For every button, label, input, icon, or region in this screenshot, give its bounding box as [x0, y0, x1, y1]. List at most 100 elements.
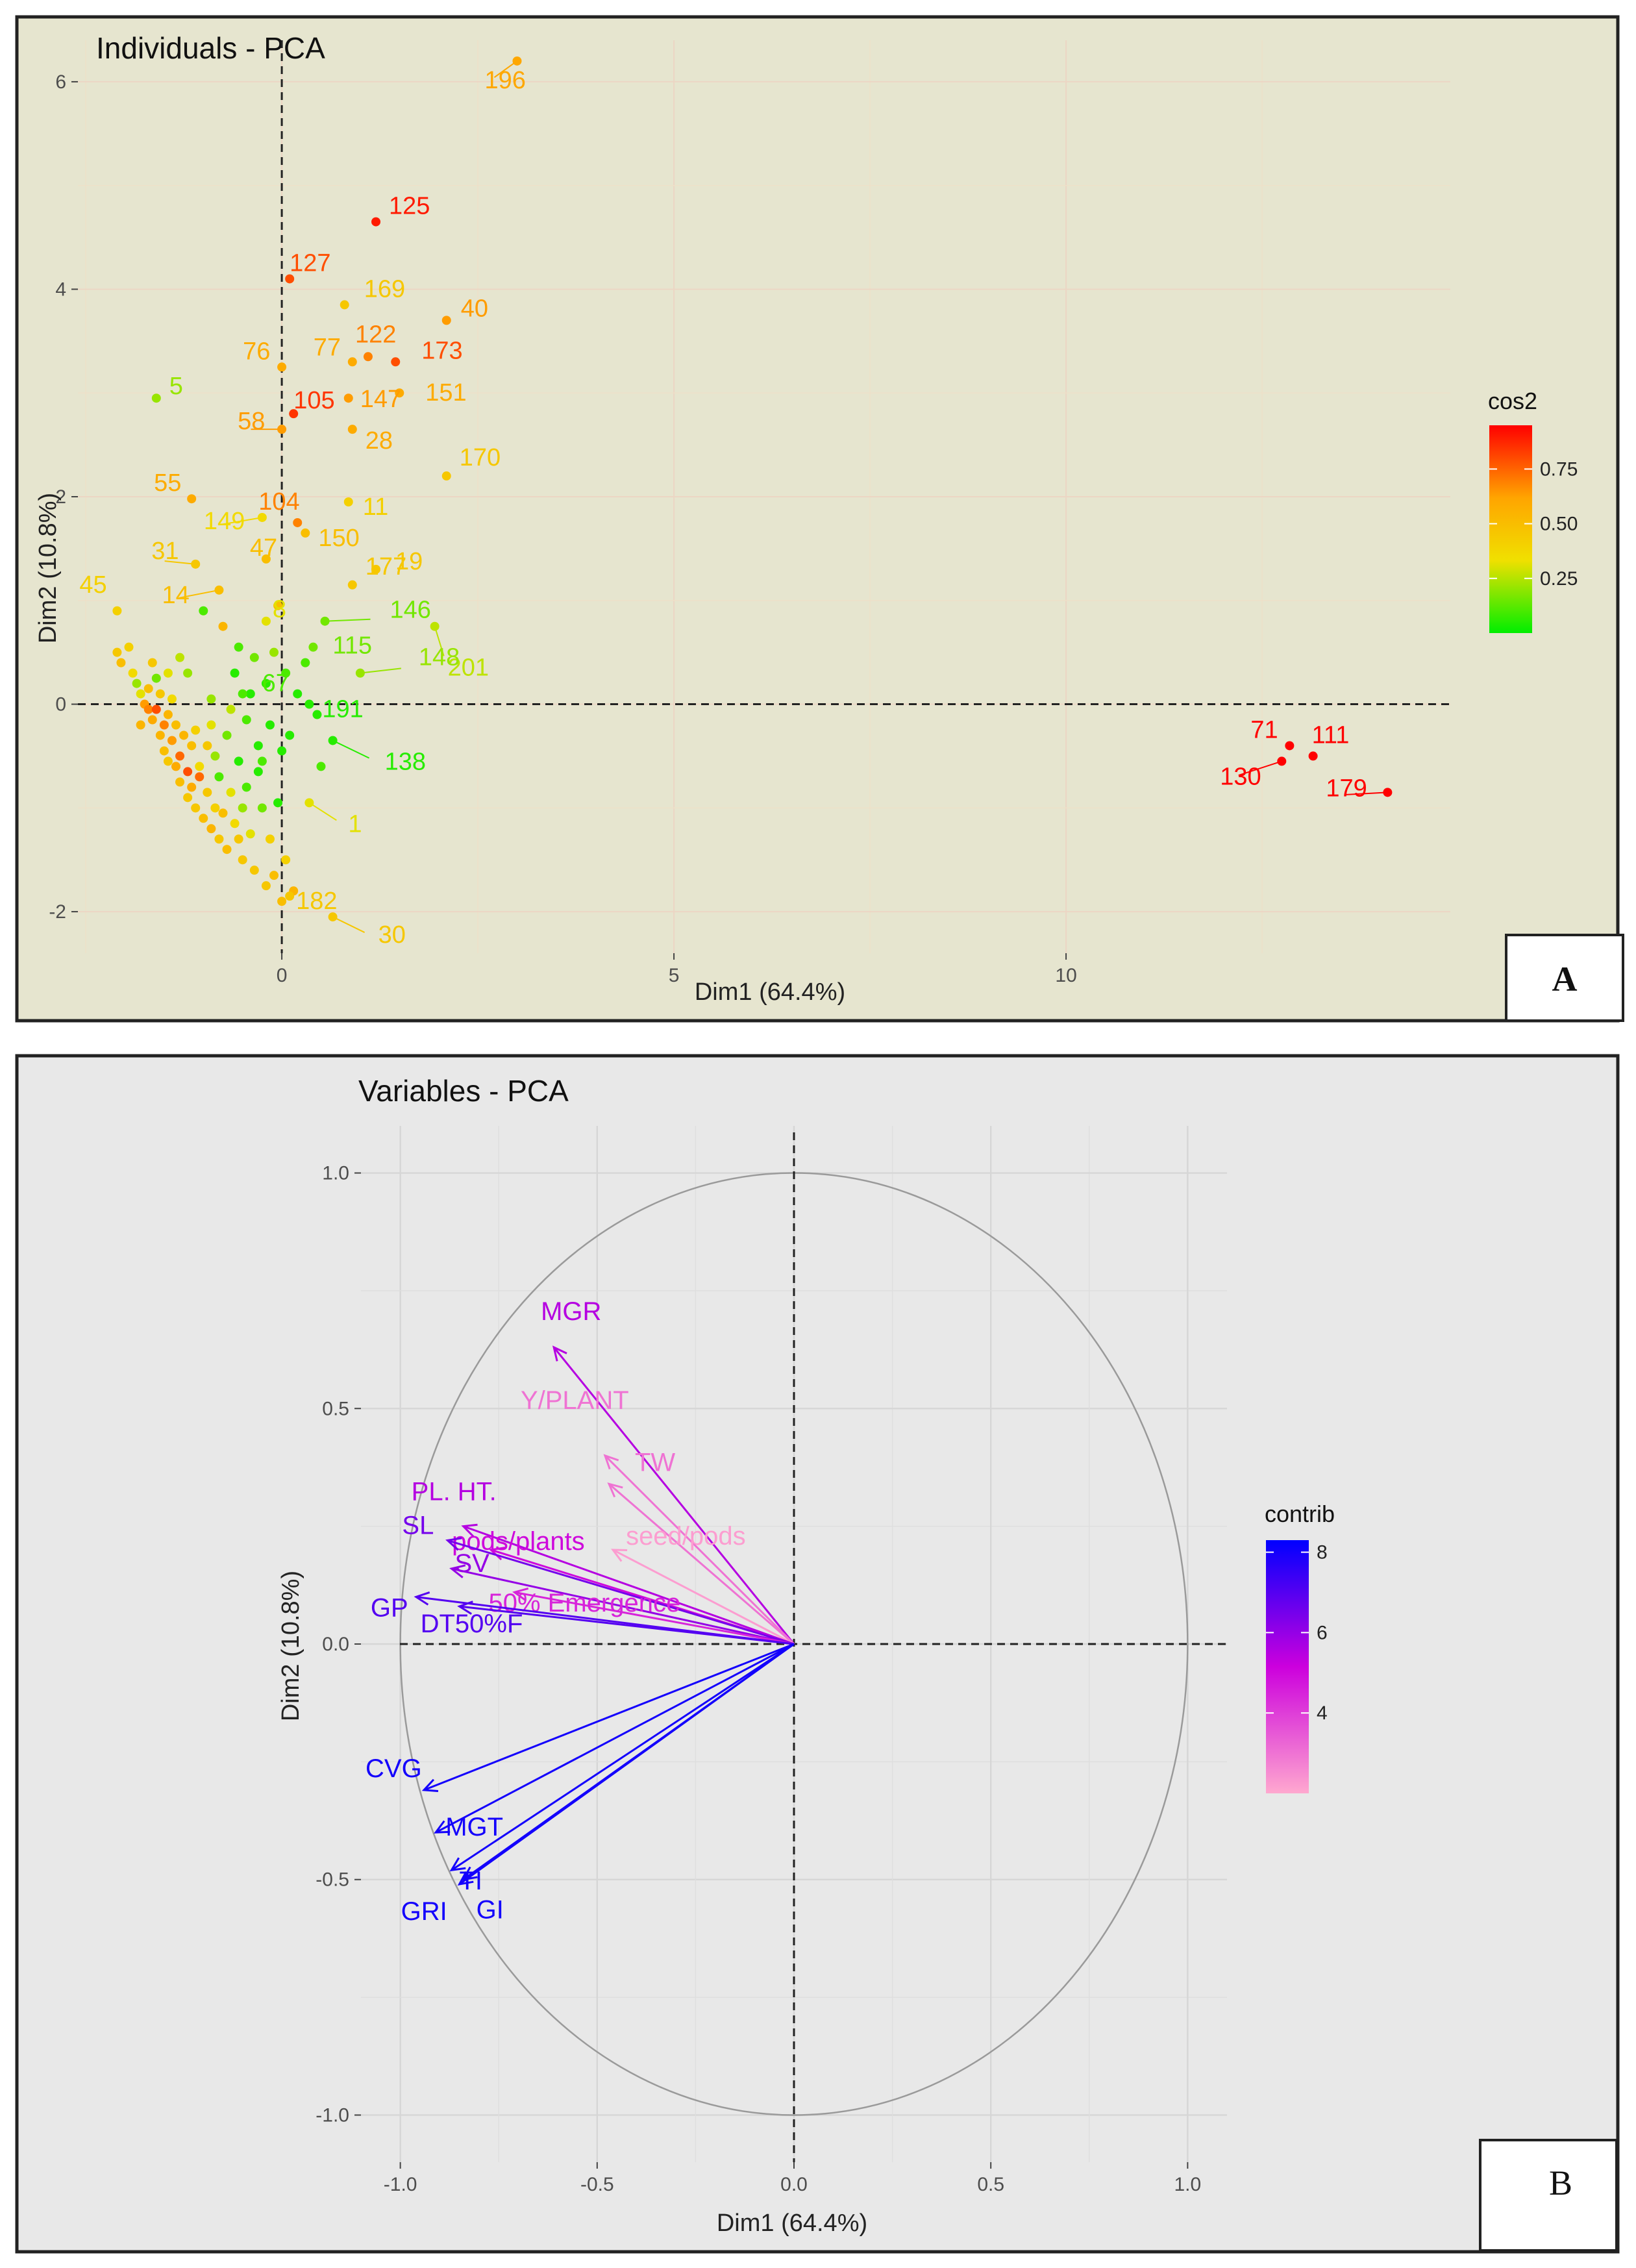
panel-a-point: [234, 756, 243, 766]
panel-a-ytick-label: 6: [55, 71, 66, 93]
panel-a-point: [226, 704, 236, 714]
panel-a-point-169: [340, 300, 349, 310]
panel-a-point-label: 5: [169, 373, 183, 400]
panel-a-point: [214, 772, 224, 782]
panel-b-arrowhead: [603, 1454, 619, 1470]
panel-a-point: [179, 730, 189, 740]
panel-b-arrow-SL: [447, 1539, 795, 1645]
panel-a-point: [269, 647, 279, 657]
panel-a-point-label: 127: [290, 249, 330, 277]
panel-a-point-label: 1: [348, 810, 362, 838]
panel-a-point-label: 146: [390, 597, 431, 624]
panel-a-point-177: [347, 580, 357, 590]
panel-a-point-label: 138: [385, 748, 426, 775]
panel-b-arrow-Y/PLANT: [604, 1454, 795, 1645]
panel-a-point-label: 77: [314, 334, 341, 361]
panel-a-point-150: [301, 528, 310, 538]
panel-b-xtick-label: -1.0: [384, 2174, 417, 2195]
panel-b-arrow-TW: [608, 1483, 795, 1645]
panel-a-frame: [15, 15, 1620, 1023]
panel-a-point: [245, 829, 255, 839]
panel-a-point: [281, 855, 291, 865]
panel-a-point-191: [304, 699, 314, 709]
panel-a-point: [183, 767, 193, 777]
panel-a-point-19: [371, 564, 381, 574]
panel-a-point: [316, 762, 326, 771]
panel-b-arrow-TI: [451, 1643, 795, 1871]
panel-b-title: Variables - PCA: [358, 1074, 569, 1108]
panel-a-point: [112, 647, 122, 657]
panel-b-arrow-MGR: [552, 1347, 795, 1645]
panel-a-point: [273, 601, 283, 610]
panel-b-arrowhead: [449, 1564, 466, 1578]
panel-a-point: [253, 767, 263, 777]
panel-a-point: [132, 679, 142, 688]
panel-b-letter-box: [1479, 2139, 1618, 2252]
panel-b-variable-label: GRI: [401, 1897, 447, 1926]
panel-a-point-label: 173: [421, 337, 462, 364]
panel-a-point: [124, 642, 134, 652]
panel-a-ytick-label: 0: [55, 694, 66, 716]
panel-a-point-label: 151: [425, 379, 466, 406]
panel-a-point: [206, 694, 216, 704]
panel-a-point-label: 30: [378, 921, 406, 949]
panel-b-legend: contrib 4 6 8: [1265, 1501, 1335, 1793]
panel-b-legend-colorbar: [1266, 1540, 1309, 1793]
panel-a-point-label: 40: [461, 295, 488, 322]
panel-b-variable-label: GI: [477, 1896, 504, 1925]
panel-a-point-170: [441, 471, 451, 481]
panel-a-point: [143, 684, 153, 693]
panel-b-xtick-label: 0.5: [977, 2174, 1004, 2195]
panel-b-letter: B: [1549, 2163, 1572, 2202]
panel-a-point: [147, 658, 157, 667]
panel-b-xtick-label: 1.0: [1174, 2174, 1202, 2195]
panel-a-point: [191, 803, 201, 813]
panel-a-point-label: 47: [250, 534, 277, 562]
panel-b-arrowhead: [421, 1778, 439, 1793]
panel-a-point-67: [238, 689, 247, 699]
panel-b-variable-label: CVG: [366, 1754, 422, 1783]
panel-a-point-76: [277, 362, 287, 372]
panel-a-point: [147, 715, 157, 725]
panel-a-point: [155, 730, 165, 740]
panel-b-arrow-SV: [451, 1567, 795, 1645]
panel-a-point: [151, 704, 161, 714]
panel-a-point: [175, 777, 185, 787]
panel-b-variable-label: MGR: [541, 1297, 601, 1326]
panel-a-point: [136, 689, 145, 699]
panel-a-point: [261, 881, 271, 891]
panel-a-point-label: 196: [484, 67, 525, 94]
panel-b-ytick-label: -0.5: [316, 1869, 349, 1891]
panel-a-point: [171, 762, 180, 771]
panel-a-point: [203, 788, 212, 797]
panel-a-point: [191, 725, 201, 735]
panel-a-point: [195, 772, 204, 782]
panel-a-point: [277, 746, 287, 756]
panel-a-point: [257, 803, 267, 813]
panel-a-point: [301, 658, 310, 667]
panel-b-arrow-PL. HT.: [463, 1525, 795, 1645]
panel-a-point: [136, 720, 145, 730]
panel-a-point: [155, 689, 165, 699]
panel-b-variable-label: PL. HT.: [412, 1478, 497, 1506]
panel-a-point-14: [214, 585, 224, 595]
panel-b-legend-tick-label: 4: [1317, 1702, 1328, 1724]
panel-a-point: [238, 855, 247, 865]
panel-b-ytick-label: -1.0: [316, 2104, 349, 2126]
panel-b-arrowhead: [461, 1523, 478, 1538]
panel-a-point: [265, 720, 275, 730]
panel-a-xlabel: Dim1 (64.4%): [695, 978, 845, 1006]
panel-a-point: [163, 668, 173, 678]
panel-a-point: [218, 621, 228, 631]
panel-a-point: [116, 658, 126, 667]
panel-a-title: Individuals - PCA: [96, 31, 325, 65]
panel-a-point-label: 71: [1250, 716, 1278, 743]
panel-a-point: [206, 824, 216, 834]
panel-a-point-label: 58: [238, 408, 265, 435]
panel-a-point-182: [285, 891, 295, 901]
panel-a-point: [285, 730, 295, 740]
panel-a-point: [183, 668, 193, 678]
panel-a-point: [312, 710, 322, 719]
